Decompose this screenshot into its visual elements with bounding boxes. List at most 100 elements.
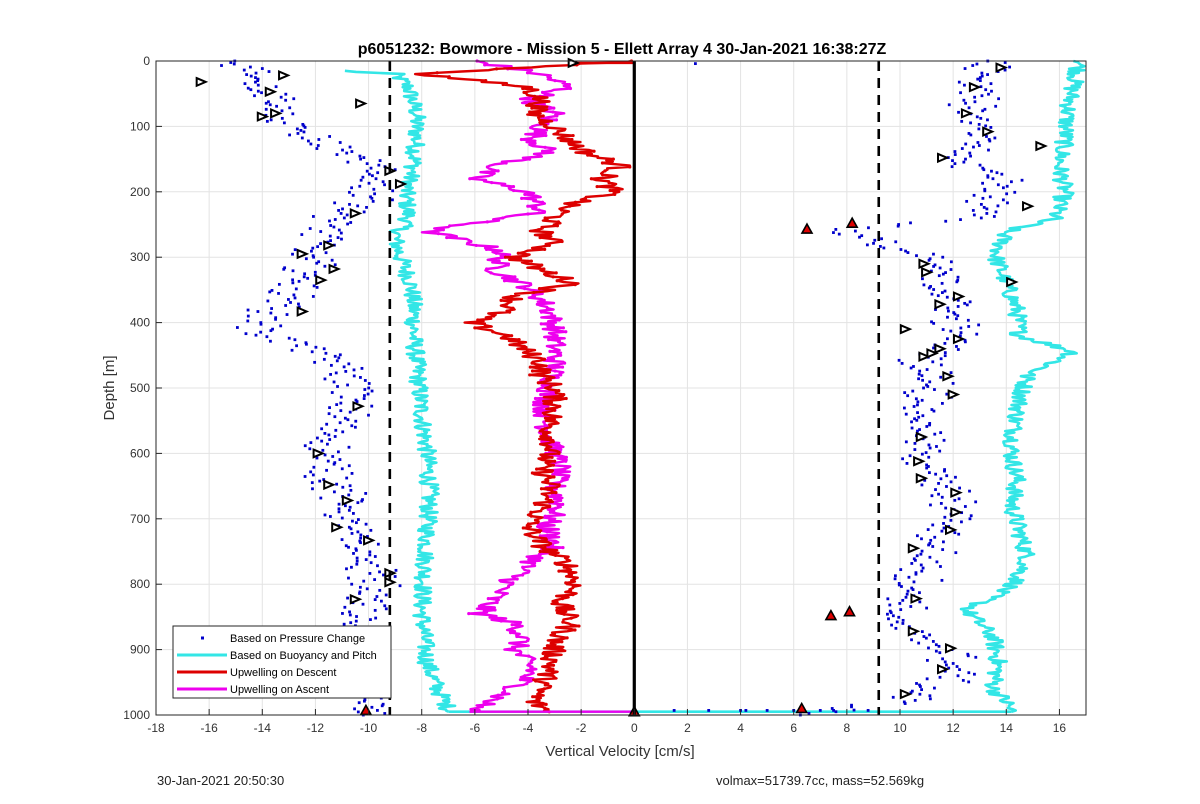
pressure-change-point <box>967 132 971 135</box>
upwelling-descent-point <box>516 251 520 255</box>
upwelling-descent-point <box>517 341 521 346</box>
pressure-change-point <box>966 318 970 322</box>
highlight-marker <box>824 608 838 621</box>
pressure-change-point <box>949 329 953 333</box>
pressure-change-point <box>349 621 353 625</box>
pressure-change-point <box>977 323 981 327</box>
pressure-change-point <box>949 260 953 264</box>
pressure-change-point <box>888 609 892 613</box>
pressure-change-point <box>985 207 989 211</box>
upwelling-descent-point <box>571 604 575 609</box>
upwelling-descent-point <box>551 663 556 667</box>
pressure-change-point <box>326 442 329 446</box>
pressure-change-point <box>253 94 256 98</box>
pressure-change-point <box>930 292 934 296</box>
legend-entry: Upwelling on Ascent <box>230 684 329 696</box>
pressure-change-point <box>347 545 350 549</box>
upwelling-descent-point <box>560 640 564 644</box>
upwelling-descent-point <box>569 616 573 620</box>
pressure-change-point <box>905 592 909 596</box>
pressure-change-point <box>954 475 957 479</box>
pressure-change-point <box>922 635 926 638</box>
pressure-change-point <box>920 398 924 402</box>
upwelling-descent-point <box>551 440 555 444</box>
pressure-change-point <box>337 502 341 506</box>
pressure-change-point <box>932 321 936 325</box>
pressure-change-point <box>872 241 875 245</box>
upwelling-ascent-point <box>539 310 544 314</box>
pressure-change-point <box>268 290 272 294</box>
pressure-change-point <box>246 86 250 90</box>
upwelling-descent-point <box>564 581 568 585</box>
pressure-change-point <box>1003 61 1007 64</box>
pressure-change-point <box>348 610 351 614</box>
upwelling-ascent-point <box>485 165 489 169</box>
pressure-change-point <box>915 418 919 422</box>
pressure-change-point <box>338 421 342 425</box>
pressure-change-point <box>314 345 318 349</box>
x-axis-ticks: -18 -16 -14 -12 -10 -8 -6 -4 -2 0 2 4 6 8 10 12 14 16 <box>147 709 1066 735</box>
pressure-change-point <box>983 189 987 193</box>
upwelling-descent-point <box>528 534 532 538</box>
direction-marker <box>1022 200 1035 212</box>
pressure-change-point <box>304 257 308 261</box>
upwelling-descent-point <box>527 102 532 106</box>
pressure-change-point <box>925 677 929 681</box>
pressure-change-point <box>311 246 315 250</box>
pressure-change-point <box>956 298 960 302</box>
upwelling-descent-point <box>509 294 513 299</box>
pressure-change-point <box>348 613 352 617</box>
pressure-change-point <box>375 595 379 598</box>
pressure-change-point <box>309 142 313 146</box>
pressure-change-point <box>368 572 372 575</box>
pressure-change-point <box>284 98 288 102</box>
pressure-change-point <box>328 234 332 238</box>
direction-marker <box>952 291 966 302</box>
upwelling-ascent-point <box>515 634 519 639</box>
pressure-change-point <box>931 360 935 364</box>
pressure-change-point <box>924 636 928 640</box>
pressure-change-point <box>365 162 369 166</box>
pressure-change-point <box>927 646 930 650</box>
pressure-change-point <box>374 177 378 181</box>
pressure-change-point <box>232 62 236 66</box>
pressure-change-point <box>246 314 250 318</box>
pressure-change-point <box>367 413 370 417</box>
pressure-change-point <box>362 579 366 583</box>
pressure-change-point <box>959 326 963 330</box>
pressure-change-point <box>313 270 317 274</box>
pressure-change-point <box>333 461 337 465</box>
pressure-change-point <box>928 542 932 545</box>
pressure-change-point <box>328 515 332 518</box>
pressure-change-point <box>928 421 932 425</box>
pressure-change-point <box>916 534 919 538</box>
pressure-change-point <box>291 269 295 273</box>
pressure-change-point <box>311 487 314 491</box>
pressure-change-point <box>243 82 247 86</box>
pressure-change-point <box>930 408 934 411</box>
pressure-change-point <box>254 333 258 337</box>
direction-marker <box>1035 140 1048 152</box>
pressure-change-point <box>373 598 377 601</box>
direction-marker <box>899 323 913 335</box>
pressure-change-point <box>917 377 920 381</box>
upwelling-ascent-point <box>552 106 556 110</box>
pressure-change-point <box>834 710 838 714</box>
pressure-change-point <box>324 351 328 355</box>
pressure-change-point <box>943 660 947 664</box>
pressure-change-point <box>333 435 337 438</box>
upwelling-descent-point <box>545 655 549 660</box>
pressure-change-point <box>338 353 342 357</box>
pressure-change-point <box>334 371 338 375</box>
direction-marker <box>323 240 336 251</box>
upwelling-descent-point <box>554 271 558 275</box>
pressure-change-point <box>362 156 366 159</box>
pressure-change-point <box>925 466 929 470</box>
pressure-change-point <box>358 539 362 543</box>
pressure-change-point <box>340 538 344 541</box>
upwelling-descent-point <box>542 357 547 361</box>
pressure-change-point <box>271 327 274 331</box>
pressure-change-point <box>254 80 257 84</box>
upwelling-ascent-point <box>529 283 533 287</box>
pressure-change-point <box>924 451 928 455</box>
